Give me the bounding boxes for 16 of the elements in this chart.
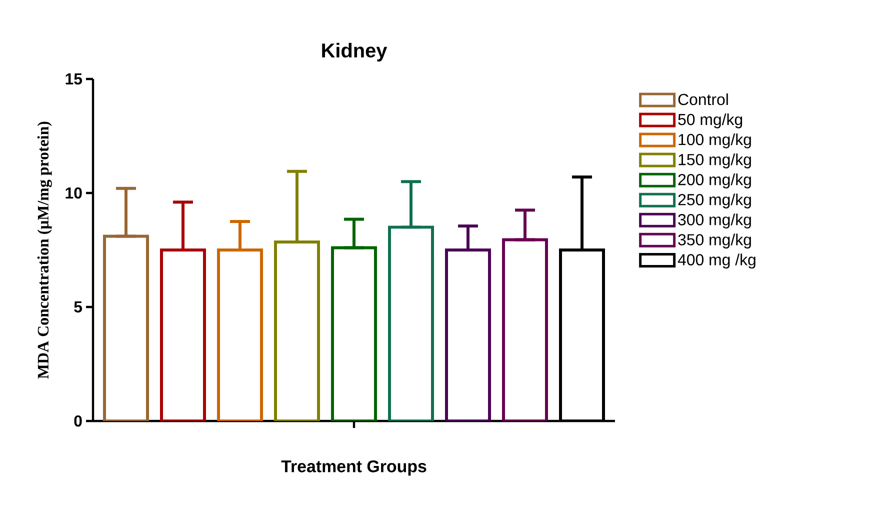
y-tick-label: 5 [74, 301, 82, 313]
legend-label: 250 mg/kg [678, 194, 751, 208]
legend-label: 50 mg/kg [678, 113, 742, 128]
y-axis-title: MDA Concentration (μM/mg protein) [37, 122, 52, 379]
y-tick-label: 10 [66, 187, 82, 199]
legend-label: 350 mg/kg [678, 234, 751, 248]
legend-label: 100 mg/kg [678, 133, 751, 148]
legend-label: Control [678, 93, 728, 106]
chart-title: Kidney [322, 42, 388, 62]
legend-label: 150 mg/kg [678, 154, 751, 168]
legend-label: 200 mg/kg [678, 174, 751, 188]
legend-label: 400 mg /kg [678, 254, 756, 269]
y-tick-label: 0 [74, 415, 82, 427]
legend-label: 300 mg/kg [678, 214, 751, 228]
x-axis-title: Treatment Groups [281, 460, 426, 476]
y-tick-label: 15 [66, 73, 82, 85]
